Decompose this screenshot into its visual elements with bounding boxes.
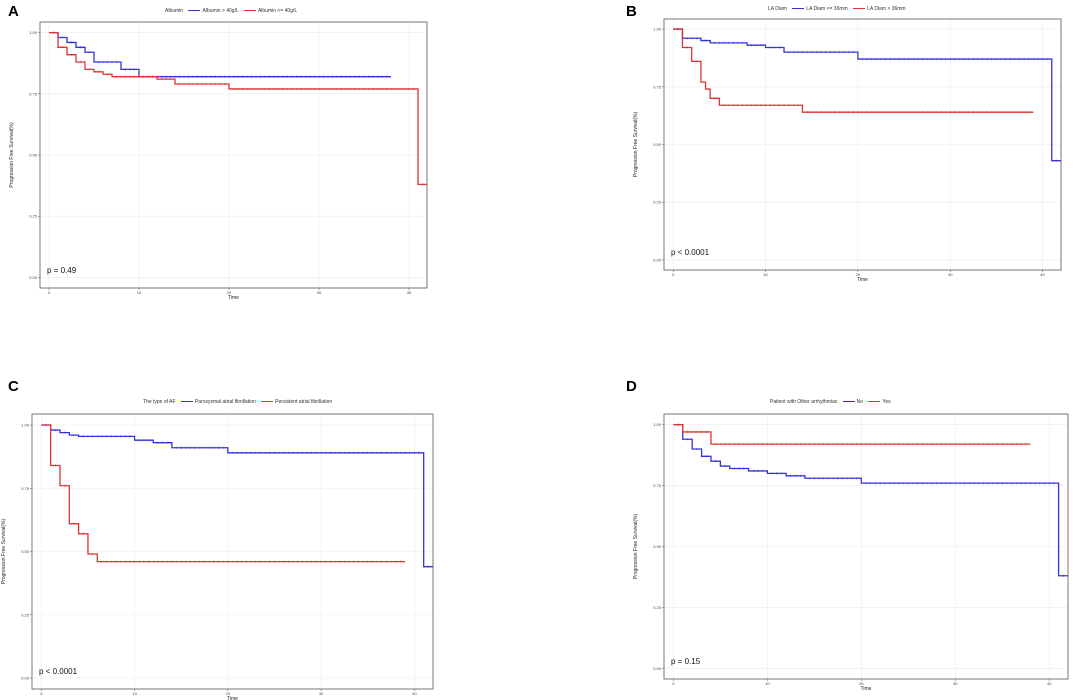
y-axis-label: Progression Free Survival(%) (633, 112, 639, 178)
y-tick-label: 1.00 (21, 423, 30, 428)
x-tick-label: 10 (132, 691, 137, 696)
x-tick-label: 20 (227, 290, 232, 295)
x-tick-label: 0 (672, 272, 675, 277)
x-tick-label: 30 (953, 681, 958, 686)
legend-swatch-red (853, 7, 866, 10)
panel-label: C (8, 378, 19, 395)
y-tick-label: 1.00 (653, 27, 662, 32)
y-tick-label: 0.00 (21, 676, 30, 681)
survival-curve (49, 31, 427, 186)
x-tick-label: 30 (319, 691, 324, 696)
y-axis-label: Progression Free Survival(%) (9, 122, 15, 188)
x-tick-label: 40 (1040, 272, 1045, 277)
panel-label: A (8, 3, 19, 20)
p-value-label: p = 0.49 (47, 266, 77, 275)
x-tick-label: 20 (856, 272, 861, 277)
y-tick-label: 0.50 (653, 544, 662, 549)
panel-label: D (626, 378, 637, 395)
x-axis-label: Time (861, 686, 872, 692)
legend-entry: Albumin <= 40g/L (257, 8, 298, 14)
km-chart: 0 10 20 30 40 0.00 0.25 0.50 0.75 1.00 Time Progres… (633, 18, 1062, 283)
x-axis-label: Time (228, 295, 239, 301)
x-tick-label: 0 (48, 290, 51, 295)
legend-entry: Yes (882, 399, 891, 405)
x-axis-label: Time (227, 696, 238, 700)
legend-entry: No (856, 399, 864, 405)
legend-title: Albumin (165, 8, 184, 14)
y-tick-label: 0.75 (29, 91, 38, 96)
y-tick-label: 0.50 (29, 153, 38, 158)
legend: Albumin Albumin > 40g/L Albumin <= 40g/L (165, 8, 297, 14)
legend-entry: LA Diam > 36mm (867, 6, 906, 12)
x-tick-label: 40 (407, 290, 412, 295)
legend-swatch-red (868, 400, 881, 403)
x-tick-label: 40 (412, 691, 417, 696)
y-tick-label: 1.00 (29, 30, 38, 35)
survival-curve (41, 424, 433, 568)
legend-swatch-blue (180, 400, 193, 403)
y-tick-label: 0.00 (653, 666, 662, 671)
p-value-label: p < 0.0001 (39, 667, 78, 676)
panel-label: B (626, 3, 637, 20)
x-tick-label: 10 (763, 272, 768, 277)
y-tick-label: 0.00 (653, 257, 662, 262)
legend-title: Patient with Other arrhythmias (770, 399, 838, 405)
y-tick-label: 0.25 (653, 200, 662, 205)
legend-title: The type of AF (143, 399, 176, 405)
y-axis-label: Progression Free Survival(%) (633, 514, 639, 580)
x-tick-label: 30 (948, 272, 953, 277)
legend-swatch-red (243, 9, 256, 12)
y-tick-label: 1.00 (653, 422, 662, 427)
p-value-label: p < 0.0001 (671, 248, 710, 257)
y-tick-label: 0.50 (653, 142, 662, 147)
km-chart: 0 10 20 30 40 0.00 0.25 0.50 0.75 1.00 Time Progres… (9, 21, 428, 301)
x-tick-label: 10 (137, 290, 142, 295)
survival-curve (673, 423, 1031, 445)
x-tick-label: 0 (40, 691, 43, 696)
x-tick-label: 20 (859, 681, 864, 686)
y-tick-label: 0.25 (29, 214, 38, 219)
x-tick-label: 10 (765, 681, 770, 686)
y-tick-label: 0.75 (653, 84, 662, 89)
km-chart: 0 10 20 30 40 0.00 0.25 0.50 0.75 1.00 Time Progres… (1, 413, 434, 700)
x-tick-label: 20 (226, 691, 231, 696)
legend-swatch-red (261, 400, 274, 403)
legend-entry: Albumin > 40g/L (202, 8, 239, 14)
y-tick-label: 0.50 (21, 549, 30, 554)
legend-title: LA Diam (768, 6, 787, 12)
y-tick-label: 0.75 (21, 486, 30, 491)
legend-swatch-blue (792, 7, 805, 10)
x-axis-label: Time (857, 277, 868, 283)
x-tick-label: 0 (672, 681, 675, 686)
x-tick-label: 40 (1047, 681, 1052, 686)
y-tick-label: 0.25 (21, 612, 30, 617)
legend: LA Diam LA Diam <= 36mm LA Diam > 36mm (768, 6, 906, 12)
p-value-label: p = 0.15 (671, 657, 701, 666)
legend-swatch-blue (188, 9, 201, 12)
legend-entry: Persistent atrial fibrillation (275, 399, 333, 405)
legend-entry: Paroxysmal atrial fibrillation (194, 399, 256, 405)
legend-swatch-blue (842, 400, 855, 403)
x-tick-label: 30 (317, 290, 322, 295)
y-tick-label: 0.75 (653, 483, 662, 488)
survival-curve (673, 423, 1068, 577)
legend: The type of AF Paroxysmal atrial fibrill… (143, 399, 332, 405)
y-axis-label: Progression Free Survival(%) (1, 519, 7, 585)
legend: Patient with Other arrhythmias No Yes (770, 399, 891, 405)
legend-entry: LA Diam <= 36mm (806, 6, 848, 12)
y-tick-label: 0.00 (29, 275, 38, 280)
y-tick-label: 0.25 (653, 605, 662, 610)
